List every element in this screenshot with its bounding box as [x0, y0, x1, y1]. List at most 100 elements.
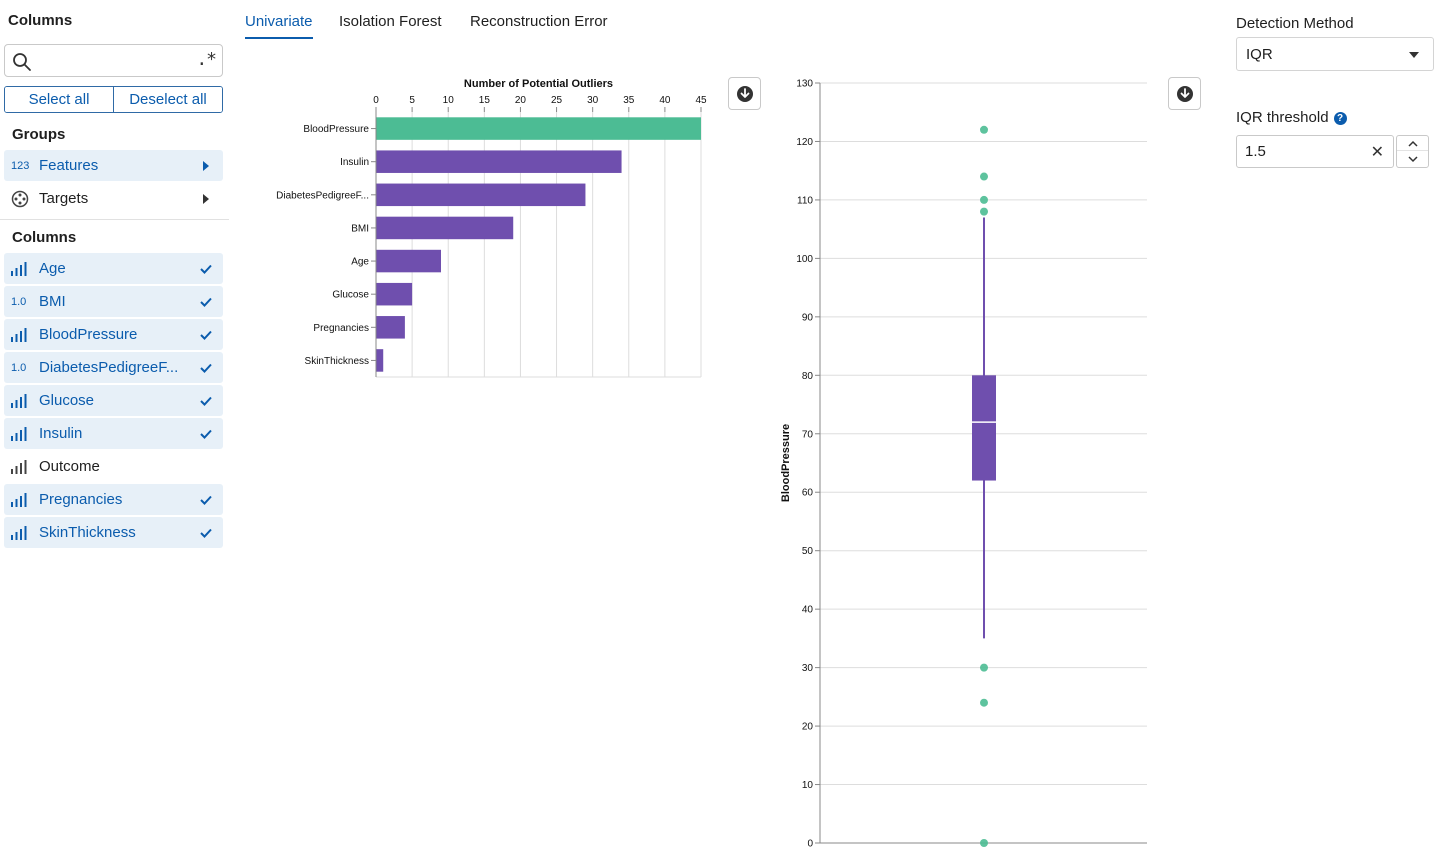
- regex-toggle-icon[interactable]: .*: [196, 49, 217, 70]
- column-search-field[interactable]: .*: [4, 44, 223, 77]
- groups-heading: Groups: [12, 126, 66, 143]
- detection-method-value: IQR: [1246, 45, 1273, 63]
- column-item-label: SkinThickness: [39, 524, 136, 541]
- y-tick-label: 0: [807, 839, 813, 850]
- clear-icon[interactable]: ✕: [1370, 144, 1384, 161]
- download-bar-chart-button[interactable]: [728, 77, 761, 110]
- caret-right-icon[interactable]: [189, 193, 223, 204]
- x-tick-label: 0: [373, 95, 379, 106]
- bar[interactable]: [376, 316, 405, 339]
- group-item-targets[interactable]: Targets: [4, 183, 223, 214]
- column-item-label: Age: [39, 260, 66, 277]
- target-icon: [4, 190, 34, 208]
- iqr-threshold-stepper: [1396, 135, 1429, 168]
- iqr-threshold-label: IQR threshold?: [1236, 109, 1347, 126]
- column-item-label: Pregnancies: [39, 491, 123, 508]
- iqr-threshold-label-text: IQR threshold: [1236, 109, 1329, 126]
- chevron-down-icon: [1407, 156, 1418, 163]
- float-type-icon: 1.0: [11, 295, 27, 308]
- checkmark-icon: [189, 363, 223, 373]
- deselect-all-button[interactable]: Deselect all: [113, 87, 222, 112]
- x-tick-label: 45: [695, 95, 707, 106]
- x-tick-label: 5: [409, 95, 415, 106]
- column-item-diabetespedigreef[interactable]: 1.0 DiabetesPedigreeF...: [4, 352, 223, 383]
- bar[interactable]: [376, 117, 701, 140]
- column-item-glucose[interactable]: Glucose: [4, 385, 223, 416]
- column-item-bloodpressure[interactable]: BloodPressure: [4, 319, 223, 350]
- tab-isolation-forest[interactable]: Isolation Forest: [339, 13, 442, 30]
- y-tick-label: 50: [802, 546, 814, 557]
- checkmark-icon: [189, 297, 223, 307]
- x-tick-label: 40: [659, 95, 671, 106]
- columns-heading: Columns: [12, 229, 77, 246]
- bar-chart-icon: [4, 525, 34, 540]
- outlier-count-bar-chart: Number of Potential Outliers 0 5 10 15 20 25 30…: [276, 78, 707, 378]
- outlier-point[interactable]: [980, 663, 988, 672]
- column-item-skinthickness[interactable]: SkinThickness: [4, 517, 223, 548]
- outlier-point[interactable]: [980, 839, 988, 847]
- group-item-features[interactable]: 123 Features: [4, 150, 223, 181]
- bar-chart-title: Number of Potential Outliers: [464, 78, 613, 90]
- x-tick-label: 10: [443, 95, 455, 106]
- x-tick-label: 15: [479, 95, 491, 106]
- bar-chart-icon: [4, 261, 34, 276]
- download-box-plot-button[interactable]: [1168, 77, 1201, 110]
- outlier-point[interactable]: [980, 698, 988, 707]
- column-item-label: Outcome: [39, 458, 100, 475]
- iqr-threshold-value: 1.5: [1245, 143, 1266, 160]
- help-icon[interactable]: ?: [1333, 112, 1347, 125]
- column-item-label: BloodPressure: [39, 326, 138, 343]
- y-tick-label: 90: [802, 312, 814, 323]
- column-item-outcome[interactable]: Outcome: [4, 451, 223, 482]
- category-label: DiabetesPedigreeF...: [276, 190, 369, 201]
- outlier-point[interactable]: [980, 172, 988, 181]
- outlier-point[interactable]: [980, 125, 988, 134]
- y-tick-label: 130: [796, 79, 813, 90]
- column-item-age[interactable]: Age: [4, 253, 223, 284]
- category-label: Glucose: [332, 290, 369, 301]
- x-tick-label: 20: [515, 95, 527, 106]
- download-icon: [736, 85, 753, 102]
- float-type-icon: 1.0: [11, 361, 27, 374]
- column-item-insulin[interactable]: Insulin: [4, 418, 223, 449]
- y-tick-label: 70: [802, 429, 814, 440]
- sidebar-divider: [0, 219, 229, 220]
- iqr-box[interactable]: [972, 375, 996, 481]
- bar[interactable]: [376, 150, 622, 173]
- y-tick-label: 20: [802, 722, 814, 733]
- detection-method-select[interactable]: IQR: [1236, 37, 1434, 71]
- category-label: Insulin: [340, 157, 369, 168]
- sidebar-title: Columns: [8, 12, 73, 29]
- checkmark-icon: [189, 495, 223, 505]
- column-item-bmi[interactable]: 1.0 BMI: [4, 286, 223, 317]
- select-all-button[interactable]: Select all: [5, 87, 113, 112]
- y-tick-label: 120: [796, 137, 813, 148]
- decrement-button[interactable]: [1397, 152, 1428, 167]
- outlier-point[interactable]: [980, 207, 988, 216]
- bar[interactable]: [376, 282, 413, 306]
- outlier-point[interactable]: [980, 195, 988, 204]
- column-item-label: Insulin: [39, 425, 83, 442]
- caret-right-icon[interactable]: [189, 160, 223, 171]
- bar[interactable]: [376, 183, 586, 207]
- y-tick-label: 10: [802, 780, 814, 791]
- column-item-pregnancies[interactable]: Pregnancies: [4, 484, 223, 515]
- tab-reconstruction-error[interactable]: Reconstruction Error: [470, 13, 608, 30]
- tab-univariate[interactable]: Univariate: [245, 13, 313, 39]
- y-tick-label: 80: [802, 371, 814, 382]
- bar-chart-icon: [4, 492, 34, 507]
- bar-chart-icon: [4, 327, 34, 342]
- bar[interactable]: [376, 249, 441, 273]
- column-item-label: DiabetesPedigreeF...: [39, 359, 179, 376]
- caret-down-icon: [1409, 52, 1419, 58]
- chevron-up-icon: [1407, 140, 1418, 147]
- bar-chart-icon: [4, 459, 34, 474]
- x-tick-label: 35: [623, 95, 635, 106]
- y-tick-label: 110: [797, 195, 813, 206]
- bar[interactable]: [376, 349, 384, 372]
- increment-button[interactable]: [1397, 136, 1428, 151]
- bar[interactable]: [376, 216, 514, 240]
- iqr-threshold-input[interactable]: 1.5 ✕: [1236, 135, 1394, 168]
- category-label: Pregnancies: [313, 323, 369, 334]
- column-item-label: Glucose: [39, 392, 95, 409]
